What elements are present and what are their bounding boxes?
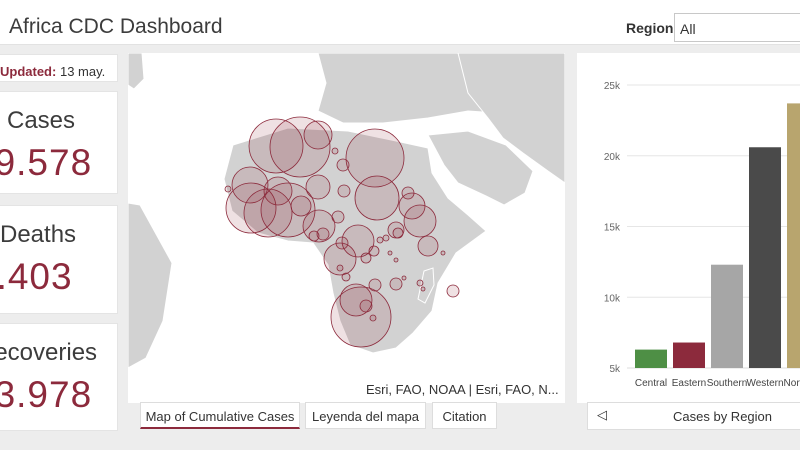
cases-value: 69.578 (0, 142, 93, 183)
case-bubbles (224, 116, 460, 348)
bubble-ghana[interactable] (260, 182, 316, 238)
bubble-uganda[interactable] (376, 236, 384, 244)
chart-caption: Cases by Region (673, 409, 772, 424)
bubble-sudan[interactable] (354, 175, 400, 221)
bubble-tanzania[interactable] (368, 245, 380, 257)
bubble-nigeria[interactable] (290, 195, 312, 217)
bubble-somalia[interactable] (403, 204, 437, 238)
tab-map-legend[interactable]: Leyenda del mapa (305, 402, 426, 429)
bubble-libya[interactable] (336, 158, 350, 172)
bubble-algeria[interactable] (269, 116, 331, 178)
bubble-mauritius[interactable] (389, 277, 403, 291)
deaths-indicator: Deaths 2.403 (0, 205, 118, 314)
bubble-egypt[interactable] (345, 128, 405, 188)
deaths-value: 2.403 (0, 256, 73, 297)
bubble-congo[interactable] (316, 227, 330, 241)
land-madagascar (417, 267, 435, 304)
bubble-cameroon[interactable] (302, 209, 336, 243)
bubble-madagascar[interactable] (416, 279, 424, 287)
y-tick-label: 10k (604, 293, 621, 304)
bubble-namibia[interactable] (341, 272, 351, 282)
deaths-label: Deaths (0, 221, 77, 248)
chart-caption-bar: ◁ Cases by Region (587, 402, 800, 430)
bubble-guinea[interactable] (225, 182, 277, 234)
bubble-comoros[interactable] (420, 286, 426, 292)
recoveries-indicator: Recoveries 23.978 (0, 323, 118, 431)
bubble-lesotho[interactable] (359, 299, 373, 313)
y-tick-label: 25k (604, 81, 621, 92)
bubble-south-africa[interactable] (330, 286, 392, 348)
y-tick-label: 15k (604, 223, 621, 234)
bubble-eswatini[interactable] (369, 314, 377, 322)
tab-citation[interactable]: Citation (432, 402, 497, 429)
bubble-angola[interactable] (323, 242, 357, 276)
bubble-burundi[interactable] (387, 250, 393, 256)
bubble-tunisia[interactable] (303, 120, 333, 150)
land-britain (128, 53, 145, 90)
land-americas-west (128, 202, 173, 369)
bubble-rwanda[interactable] (382, 234, 390, 242)
bubble-reunion[interactable] (446, 284, 460, 298)
bubble-mali-north[interactable] (331, 147, 339, 155)
recoveries-label: Recoveries (0, 339, 98, 366)
cases-by-region-chart: 5k 10k 15k 20k 25k Central Eastern Southern West… (604, 81, 800, 389)
page-title: Africa CDC Dashboard (9, 15, 223, 38)
bubble-chad[interactable] (337, 184, 351, 198)
bubble-mozambique[interactable] (401, 275, 407, 281)
bubble-ethiopia[interactable] (392, 227, 404, 239)
updated-label: Updated: (0, 64, 57, 79)
map-canvas[interactable] (128, 53, 565, 403)
x-tick-label: Northern (784, 378, 800, 389)
updated-value: 13 may. (59, 64, 106, 79)
region-select[interactable]: All (674, 13, 800, 42)
chevron-left-icon[interactable]: ◁ (597, 407, 607, 422)
bubble-seychelles[interactable] (440, 250, 446, 256)
bar-central (635, 349, 667, 368)
chart-panel: 5k 10k 15k 20k 25k Central Eastern Southern West… (577, 53, 800, 403)
bubble-mauritania[interactable] (231, 166, 269, 204)
last-updated: Updated: 13 may. (0, 54, 118, 82)
bubble-malawi[interactable] (393, 257, 399, 263)
bubble-niger[interactable] (305, 174, 331, 200)
cases-map[interactable] (128, 53, 565, 403)
x-tick-label: Southern (707, 378, 748, 389)
bubble-zambia[interactable] (360, 252, 372, 264)
y-tick-label: 20k (604, 152, 621, 163)
x-tick-label: Western (746, 378, 783, 389)
tab-map-cumulative-cases[interactable]: Map of Cumulative Cases (140, 402, 300, 429)
bubble-car[interactable] (331, 210, 345, 224)
bubble-gabon[interactable] (308, 230, 320, 242)
bubble-botswana[interactable] (368, 278, 382, 292)
bar-eastern (673, 342, 705, 368)
bubble-morocco[interactable] (248, 118, 304, 174)
bubble-zimbabwe[interactable] (339, 283, 373, 317)
dashboard-header: Africa CDC Dashboard Region All (0, 0, 800, 45)
bubble-somaliland[interactable] (417, 235, 439, 257)
cases-indicator: Cases 69.578 (0, 91, 118, 194)
cases-label: Cases (7, 107, 76, 134)
bar-western (749, 147, 781, 368)
bubble-cape-verde[interactable] (336, 264, 344, 272)
landmass (128, 53, 565, 369)
bubble-senegal[interactable] (224, 185, 232, 193)
y-tick-label: 5k (609, 364, 621, 375)
map-attribution: Esri, FAO, NOAA | Esri, FAO, N... (366, 382, 559, 397)
bar-northern (787, 103, 800, 368)
x-tick-label: Eastern (672, 378, 706, 389)
bubble-drc[interactable] (341, 224, 375, 258)
bar-southern (711, 264, 743, 368)
x-tick-label: Central (635, 378, 667, 389)
land-mideast (427, 130, 534, 206)
region-label: Region (626, 20, 674, 36)
bubble-ivory-coast[interactable] (243, 188, 293, 238)
land-eurasia-east (457, 53, 565, 184)
recoveries-value: 23.978 (0, 374, 93, 415)
